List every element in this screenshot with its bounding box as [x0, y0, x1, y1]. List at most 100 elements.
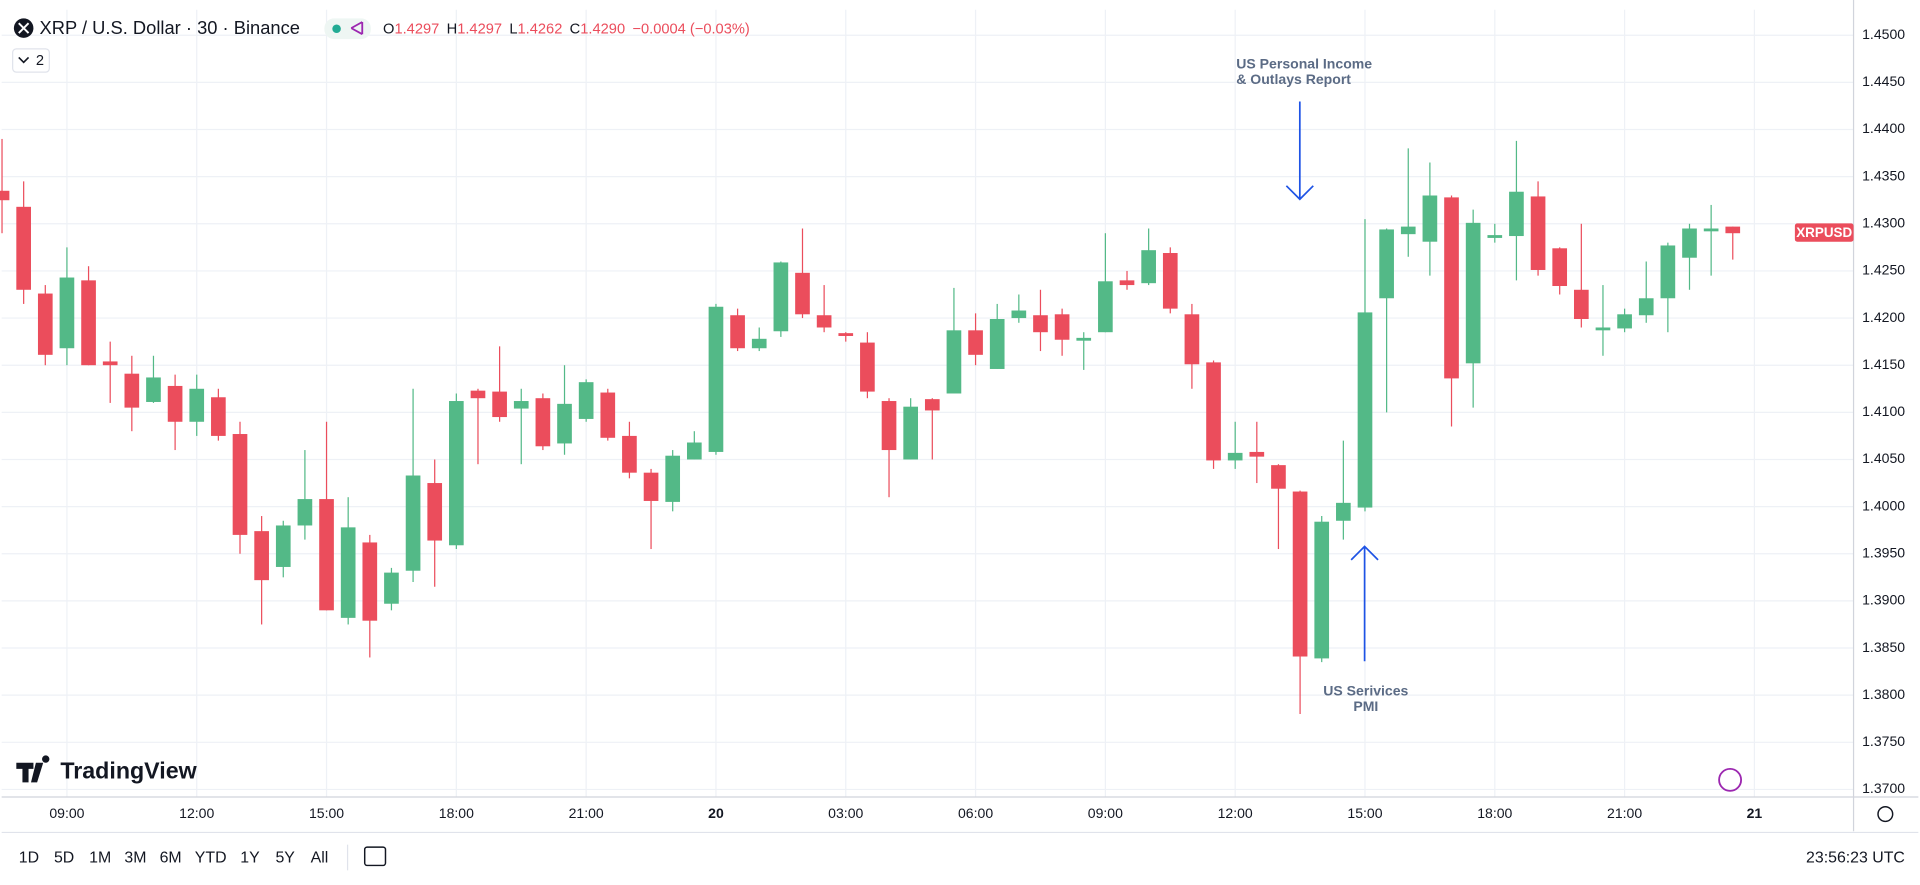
- candle-body: [59, 277, 75, 349]
- status-pill[interactable]: [324, 18, 371, 40]
- x-tick-label: 21:00: [1607, 805, 1642, 821]
- ohlc-label: L: [509, 21, 517, 37]
- candle-body: [1098, 281, 1113, 333]
- y-tick-label: 1.4450: [1862, 73, 1905, 89]
- candle-body: [470, 390, 486, 399]
- clock[interactable]: 23:56:23 UTC: [1806, 849, 1905, 866]
- candle-body: [860, 342, 875, 392]
- candle-body: [1314, 521, 1330, 659]
- candle-body: [1076, 337, 1092, 341]
- candle-body: [1011, 310, 1027, 319]
- candle-body: [1141, 250, 1156, 284]
- range-button[interactable]: All: [311, 849, 329, 866]
- y-tick-label: 1.4200: [1862, 309, 1905, 325]
- market-status: [332, 24, 341, 34]
- candle-body: [1509, 191, 1524, 237]
- candle-body: [1703, 228, 1719, 232]
- ohlc-label: C: [570, 21, 581, 37]
- candle-body: [816, 315, 832, 328]
- candle-body: [1249, 451, 1265, 457]
- candle-body: [1573, 289, 1589, 320]
- candle-body: [795, 272, 810, 315]
- ohlc-label: H: [447, 21, 458, 37]
- candle-body: [1206, 362, 1221, 461]
- candle-body: [600, 392, 616, 438]
- range-button[interactable]: YTD: [195, 849, 227, 866]
- branding[interactable]: TradingView: [60, 758, 197, 784]
- y-tick-label: 1.3900: [1862, 592, 1905, 608]
- x-tick-label: 20: [708, 805, 724, 821]
- candle-body: [124, 373, 140, 408]
- candle-body: [1660, 245, 1676, 299]
- y-tick-label: 1.3750: [1862, 733, 1905, 749]
- y-tick-label: 1.4100: [1862, 403, 1905, 419]
- range-button[interactable]: 3M: [124, 849, 146, 866]
- candle-body: [405, 475, 421, 571]
- candle-body: [643, 472, 659, 501]
- range-button[interactable]: 1M: [89, 849, 111, 866]
- candle-body: [924, 399, 940, 411]
- y-tick-label: 1.3700: [1862, 780, 1905, 796]
- symbol-title[interactable]: XRP / U.S. Dollar · 30 · Binance: [40, 17, 300, 38]
- candle-body: [665, 455, 681, 502]
- assistant-icon[interactable]: [1718, 767, 1743, 792]
- x-tick-label: 15:00: [1347, 805, 1382, 821]
- candle-body: [1227, 452, 1243, 461]
- y-tick-label: 1.4500: [1862, 26, 1905, 42]
- candle-body: [37, 293, 53, 355]
- ohlc-value: 1.4290: [580, 21, 625, 37]
- ohlc-values: O1.4297 H1.4297 L1.4262 C1.4290 −0.0004 (−0.…: [383, 21, 750, 37]
- y-tick-label: 1.4000: [1862, 497, 1905, 513]
- candle-body: [1552, 248, 1568, 287]
- indicators-toggle[interactable]: [12, 48, 50, 73]
- range-button[interactable]: 1D: [19, 849, 39, 866]
- candle-body: [773, 262, 789, 332]
- tradingview-logo[interactable]: [16, 755, 50, 783]
- settings-icon[interactable]: [1877, 806, 1894, 823]
- x-tick-label: 12:00: [179, 805, 214, 821]
- x-tick-label: 21:00: [569, 805, 604, 821]
- share-icon: [350, 21, 364, 36]
- candle-body: [0, 190, 10, 201]
- candle-body: [167, 385, 183, 422]
- x-tick-label: 12:00: [1218, 805, 1253, 821]
- candle-body: [1465, 222, 1481, 364]
- candle-body: [946, 330, 962, 394]
- symbol-icon-glyph: [18, 22, 30, 34]
- date-range-icon[interactable]: [363, 846, 387, 867]
- candle-body: [427, 483, 443, 541]
- candle-body: [1271, 465, 1286, 489]
- range-button[interactable]: 5D: [54, 849, 74, 866]
- last-price-tag: [1794, 223, 1854, 242]
- candle-body: [1033, 315, 1048, 333]
- candle-body: [146, 377, 161, 402]
- candle-body: [751, 338, 767, 349]
- x-tick-label: 09:00: [1088, 805, 1123, 821]
- y-tick-label: 1.4150: [1862, 356, 1905, 372]
- annotation-text: US Serivices: [1323, 683, 1408, 699]
- x-tick-label: 18:00: [439, 805, 474, 821]
- range-button[interactable]: 5Y: [275, 849, 295, 866]
- last-price-symbol: XRPUSD: [1796, 225, 1852, 240]
- candle-body: [989, 319, 1005, 369]
- candle-body: [1054, 314, 1070, 340]
- candle-body: [1530, 196, 1546, 270]
- candle-body: [81, 280, 96, 366]
- y-tick-label: 1.4350: [1862, 167, 1905, 183]
- candle-body: [1400, 226, 1416, 235]
- candle-body: [1638, 298, 1654, 316]
- range-buttons: 1D 5D 1M 3M 6M YTD 1Y 5Y All: [19, 849, 329, 866]
- candles: [0, 138, 1741, 715]
- candle-body: [275, 525, 291, 567]
- arrow-up: [1350, 545, 1379, 662]
- candle-body: [16, 206, 31, 290]
- range-button[interactable]: 1Y: [240, 849, 260, 866]
- x-tick-label: 21: [1747, 805, 1763, 821]
- candle-body: [557, 403, 572, 444]
- y-tick-label: 1.3850: [1862, 639, 1905, 655]
- range-button[interactable]: 6M: [160, 849, 182, 866]
- candle-body: [578, 382, 594, 419]
- candle-body: [102, 361, 118, 366]
- candle-body: [1617, 314, 1632, 329]
- candle-body: [1119, 280, 1135, 286]
